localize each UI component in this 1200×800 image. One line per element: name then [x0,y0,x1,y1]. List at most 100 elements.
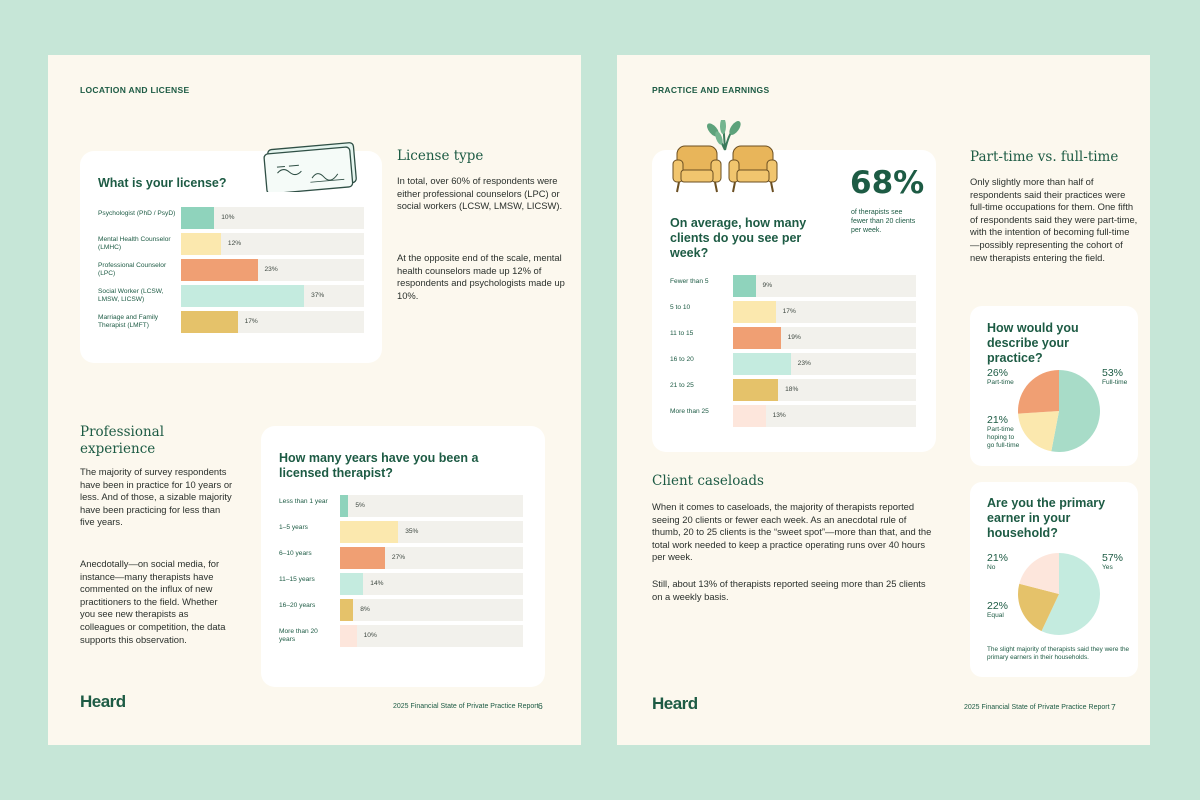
page-number: 7 [1111,702,1116,712]
report-footer-title: 2025 Financial State of Private Practice… [964,704,1110,711]
years-bar-track: 8% [340,599,523,621]
practice-pct-parttime: 26% [987,367,1009,379]
practice-label-fulltime: Full-time [1102,379,1128,386]
clients-row: More than 25 13% [670,405,916,431]
clients-bar [733,379,779,401]
years-row: 11–15 years 14% [279,573,525,599]
years-row: 16–20 years 8% [279,599,525,625]
license-type-paragraph-2: At the opposite end of the scale, mental… [397,252,565,301]
clients-bar-value: 13% [772,412,786,419]
years-bar [340,547,385,569]
practice-pct-fulltime: 53% [1102,367,1124,379]
clients-bar-value: 19% [787,334,801,341]
earner-pie-title: Are you the primary earner in your house… [987,496,1106,540]
earner-pct-no: 21% [987,552,1009,564]
clients-bar-track: 18% [733,379,916,401]
license-row-label: Social Worker (LCSW, LMSW, LICSW) [98,288,164,303]
license-row-label: Psychologist (PhD / PsyD) [98,210,176,217]
earner-pct-yes: 57% [1102,552,1124,564]
caseloads-heading: Client caseloads [652,473,764,489]
earner-pie-card: Are you the primary earner in your house… [970,482,1138,677]
experience-paragraph-2: Anecdotally—on social media, for instanc… [80,558,226,645]
clients-row: 11 to 15 19% [670,327,916,353]
license-bar-value: 17% [244,318,258,325]
practice-label-hoping: Part-time hoping to go full-time [987,426,1020,449]
license-bar-value: 23% [264,266,278,273]
years-bar-value: 27% [391,554,406,561]
practice-pie-card: How would you describe your practice? 53… [970,306,1138,466]
years-row: 1–5 years 35% [279,521,525,547]
license-row: Marriage and Family Therapist (LMFT) 17% [98,311,364,337]
clients-bar-value: 18% [785,386,799,393]
license-bar-track: 37% [181,285,364,307]
license-bar-value: 37% [311,292,325,299]
heard-logo: Heard [652,694,698,713]
years-bar-track: 14% [340,573,523,595]
section-eyebrow: PRACTICE AND EARNINGS [652,85,770,95]
years-row: 6–10 years 27% [279,547,525,573]
practice-pct-hoping: 21% [987,414,1009,426]
caseloads-paragraph-2: Still, about 13% of therapists reported … [652,578,926,602]
license-row-label: Mental Health Counselor (LMHC) [98,236,171,251]
license-row: Professional Counselor (LPC) 23% [98,259,364,285]
license-bar [181,207,215,229]
license-bar-chart: Psychologist (PhD / PsyD) 10% Mental Healt… [98,207,364,337]
earner-label-yes: Yes [1102,564,1113,571]
license-bar-track: 12% [181,233,364,255]
clients-row-label: Fewer than 5 [670,278,709,285]
clients-row-label: 16 to 20 [670,356,694,363]
years-row-label: Less than 1 year [279,498,328,505]
report-page-7: PRACTICE AND EARNINGS 68% of therapists … [617,55,1150,745]
years-row-label: 6–10 years [279,550,312,557]
license-row-label: Marriage and Family Therapist (LMFT) [98,314,159,329]
parttime-paragraph: Only slightly more than half of responde… [970,176,1138,263]
years-row: More than 20 years 10% [279,625,525,651]
years-chart-card: How many years have you been a licensed … [261,426,545,687]
experience-paragraph-1: The majority of survey respondents have … [80,466,233,528]
license-bar [181,311,238,333]
clients-row-label: 11 to 15 [670,330,694,337]
clients-bar-track: 17% [733,301,916,323]
years-bar [340,599,354,621]
clients-chart-card: 68% of therapists see fewer than 20 clie… [652,150,936,452]
years-row-label: 16–20 years [279,602,316,609]
clients-bar-value: 23% [797,360,811,367]
earner-label-equal: Equal [987,612,1004,619]
clients-row-label: More than 25 [670,408,709,415]
years-bar [340,521,399,543]
clients-row-label: 5 to 10 [670,304,691,311]
license-type-heading: License type [397,148,484,164]
years-bar-value: 35% [405,528,419,535]
experience-heading: Professional experience [80,424,165,457]
clients-row: Fewer than 5 9% [670,275,916,301]
clients-bar-value: 17% [782,308,796,315]
caseloads-paragraph-1: When it comes to caseloads, the majority… [652,501,932,563]
years-bar [340,495,349,517]
license-bar [181,233,221,255]
earner-pie-slice [1018,583,1059,632]
practice-pie-slice [1051,370,1100,452]
license-row-label: Professional Counselor (LPC) [98,262,167,277]
clients-chart-title: On average, how many clients do you see … [670,216,807,260]
clients-row: 16 to 20 23% [670,353,916,379]
license-bar-track: 10% [181,207,364,229]
heard-logo: Heard [80,692,126,711]
years-bar-value: 14% [370,580,384,587]
license-bar-track: 23% [181,259,364,281]
clients-bar-track: 23% [733,353,916,375]
earner-pie-chart [1018,553,1100,635]
clients-row-label: 21 to 25 [670,382,694,389]
clients-bar [733,275,756,297]
clients-bar [733,405,766,427]
practice-pie-title: How would you describe your practice? [987,321,1079,365]
clients-bar-value: 9% [762,282,773,289]
years-bar-track: 5% [340,495,523,517]
years-bar-track: 27% [340,547,523,569]
clients-bar-track: 9% [733,275,916,297]
parttime-heading: Part-time vs. full-time [970,149,1119,165]
earner-pie-slice [1041,553,1100,635]
license-bar-track: 17% [181,311,364,333]
years-bar-value: 8% [360,606,370,613]
years-bar-chart: Less than 1 year 5% 1–5 years 35% 6–10 years… [279,495,525,655]
license-row: Social Worker (LCSW, LMSW, LICSW) 37% [98,285,364,311]
